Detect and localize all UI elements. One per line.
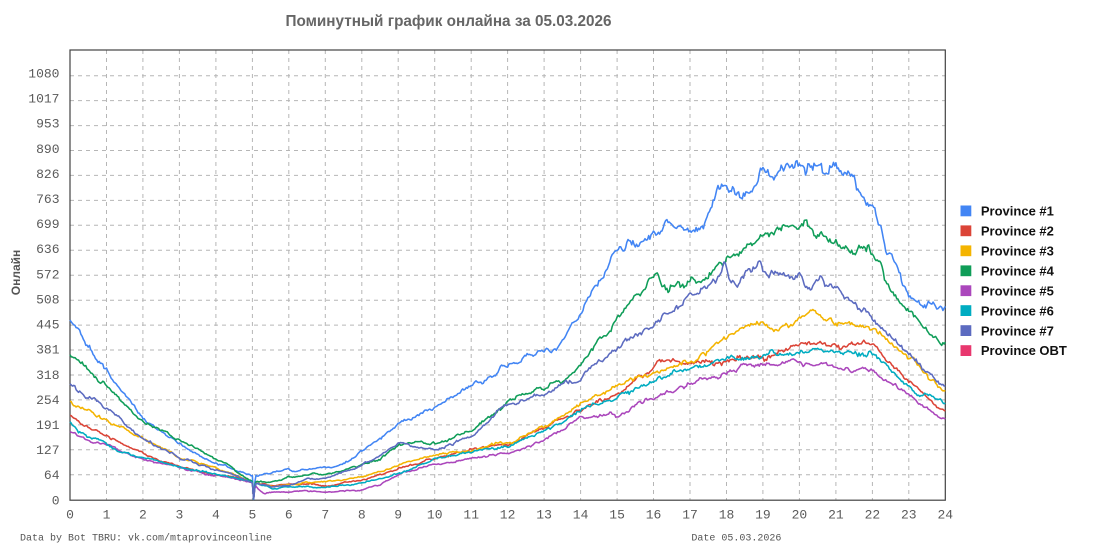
svg-text:Province #6: Province #6	[981, 303, 1054, 318]
svg-text:318: 318	[36, 368, 59, 383]
svg-text:Province #2: Province #2	[981, 224, 1054, 239]
svg-text:699: 699	[36, 217, 59, 232]
svg-text:763: 763	[36, 192, 59, 207]
svg-text:7: 7	[321, 507, 329, 522]
svg-text:11: 11	[463, 507, 479, 522]
svg-text:1080: 1080	[28, 66, 59, 81]
svg-text:1017: 1017	[28, 92, 59, 107]
svg-text:2: 2	[139, 507, 147, 522]
svg-text:445: 445	[36, 318, 59, 333]
svg-text:15: 15	[609, 507, 625, 522]
svg-text:Province #3: Province #3	[981, 244, 1054, 259]
svg-text:826: 826	[36, 167, 59, 182]
svg-text:19: 19	[755, 507, 771, 522]
svg-text:12: 12	[500, 507, 516, 522]
svg-text:1: 1	[103, 507, 111, 522]
svg-text:4: 4	[212, 507, 220, 522]
svg-text:953: 953	[36, 117, 59, 132]
svg-text:Province #7: Province #7	[981, 323, 1054, 338]
svg-text:21: 21	[828, 507, 844, 522]
svg-text:381: 381	[36, 343, 60, 358]
svg-text:127: 127	[36, 443, 59, 458]
svg-text:Date 05.03.2026: Date 05.03.2026	[691, 534, 781, 545]
svg-text:16: 16	[646, 507, 662, 522]
svg-text:0: 0	[66, 507, 74, 522]
svg-text:191: 191	[36, 418, 60, 433]
svg-text:9: 9	[394, 507, 402, 522]
svg-text:24: 24	[937, 507, 953, 522]
svg-text:22: 22	[865, 507, 881, 522]
svg-text:0: 0	[52, 493, 60, 508]
svg-text:8: 8	[358, 507, 366, 522]
svg-text:508: 508	[36, 292, 59, 307]
svg-text:10: 10	[427, 507, 443, 522]
svg-text:18: 18	[719, 507, 735, 522]
svg-text:890: 890	[36, 142, 59, 157]
svg-text:Province #5: Province #5	[981, 283, 1054, 298]
svg-text:3: 3	[175, 507, 183, 522]
svg-text:Data by Bot TBRU: vk.com/mtapr: Data by Bot TBRU: vk.com/mtaprovinceonli…	[20, 533, 272, 545]
svg-text:Province OBT: Province OBT	[981, 343, 1067, 358]
svg-text:636: 636	[36, 242, 59, 257]
svg-text:13: 13	[536, 507, 552, 522]
svg-text:23: 23	[901, 507, 917, 522]
svg-text:17: 17	[682, 507, 698, 522]
svg-text:6: 6	[285, 507, 293, 522]
svg-text:572: 572	[36, 267, 59, 282]
svg-text:Поминутный график онлайна за 0: Поминутный график онлайна за 05.03.2026	[285, 13, 611, 30]
svg-text:14: 14	[573, 507, 589, 522]
svg-text:Онлайн: Онлайн	[9, 250, 23, 296]
svg-text:64: 64	[44, 468, 60, 483]
svg-text:20: 20	[792, 507, 808, 522]
svg-text:5: 5	[248, 507, 256, 522]
svg-text:Province #1: Province #1	[981, 204, 1054, 219]
svg-text:254: 254	[36, 393, 60, 408]
svg-text:Province #4: Province #4	[981, 263, 1055, 278]
